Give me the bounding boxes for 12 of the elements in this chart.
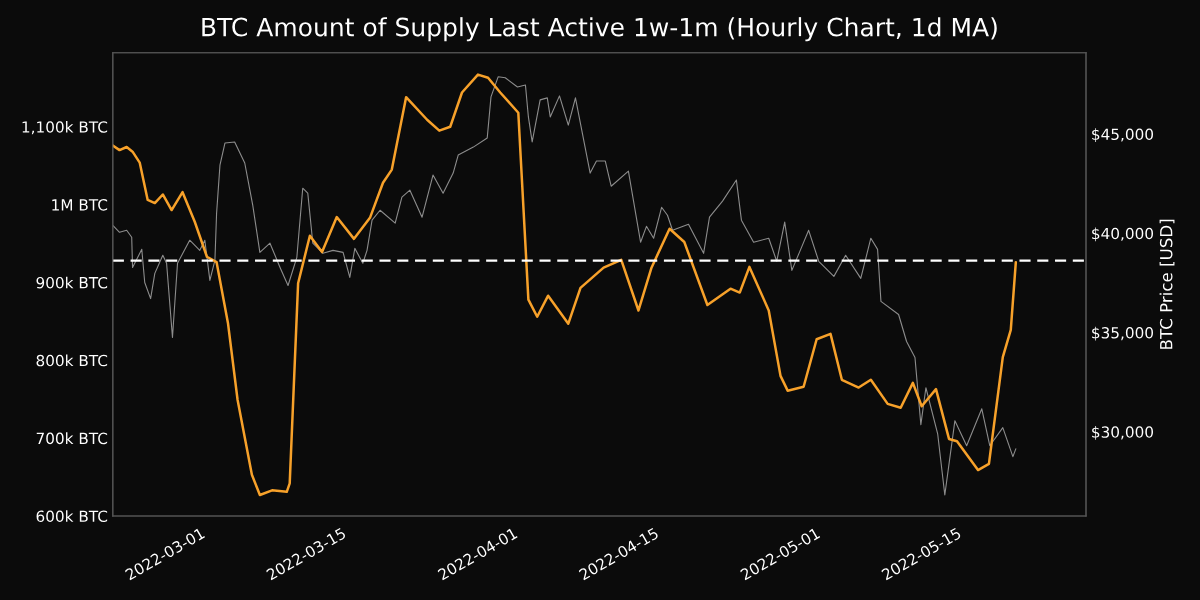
- y2-axis-title: BTC Price [USD]: [1159, 219, 1175, 349]
- y2-tick-label: $35,000: [1092, 326, 1154, 341]
- y2-tick-label: $30,000: [1092, 426, 1154, 440]
- y2-tick-label: $45,000: [1092, 128, 1154, 143]
- y-tick-label: 700k BTC: [36, 432, 108, 445]
- y-tick-label: 600k BTC: [36, 510, 108, 523]
- y-tick-label: 1,100k BTC: [22, 120, 108, 135]
- y-tick-label: 900k BTC: [36, 276, 108, 289]
- chart-title: BTC Amount of Supply Last Active 1w-1m (Hourly Chart, 1d MA): [202, 17, 997, 42]
- y2-tick-label: $40,000: [1092, 227, 1154, 242]
- y-tick-label: 1M BTC: [52, 199, 108, 211]
- y-tick-label: 800k BTC: [36, 354, 108, 367]
